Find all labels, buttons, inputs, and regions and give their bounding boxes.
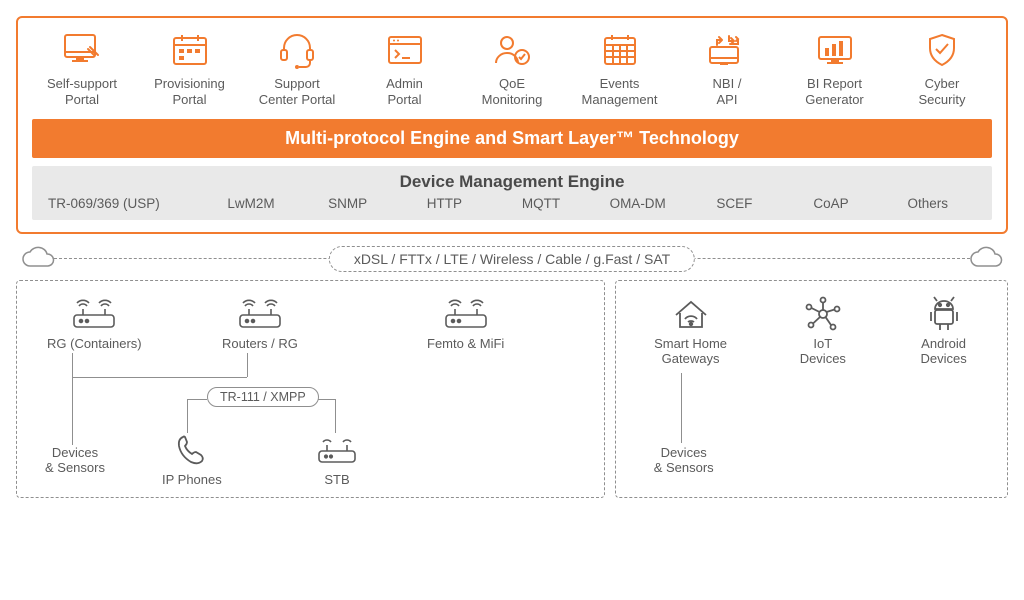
iot-icon — [798, 295, 848, 333]
protocol-item: OMA-DM — [589, 196, 686, 211]
monitor-touch-icon — [60, 30, 104, 70]
stb-icon — [312, 431, 362, 469]
device-label: Smart HomeGateways — [654, 336, 727, 367]
right-panel: Smart HomeGateways IoTDevices AndroidDev… — [615, 280, 1008, 498]
device-mgmt-title: Device Management Engine — [42, 172, 982, 192]
router-icon — [69, 295, 119, 333]
device-mgmt-bar: Device Management Engine TR-069/369 (USP… — [32, 166, 992, 220]
portal-label: QoEMonitoring — [482, 76, 543, 109]
protocol-row: TR-069/369 (USP) LwM2M SNMP HTTP MQTT OM… — [42, 196, 982, 211]
devices-sensors-label: Devices& Sensors — [654, 445, 714, 476]
portal-label: ProvisioningPortal — [154, 76, 225, 109]
portal-cyber-security: CyberSecurity — [892, 30, 992, 109]
router-icon — [235, 295, 285, 333]
connector — [72, 377, 247, 378]
device-label: IP Phones — [162, 472, 222, 488]
lower-section: RG (Containers) Routers / RG Femto & MiF… — [16, 280, 1008, 498]
device-label: IoTDevices — [800, 336, 846, 367]
portal-qoe: QoEMonitoring — [462, 30, 562, 109]
portal-label: Self-supportPortal — [47, 76, 117, 109]
portal-events: EventsManagement — [570, 30, 670, 109]
protocol-item: SCEF — [686, 196, 783, 211]
portal-label: EventsManagement — [582, 76, 658, 109]
connector — [681, 373, 682, 443]
device-femto-mifi: Femto & MiFi — [427, 295, 504, 352]
device-ip-phones: IP Phones — [162, 431, 222, 488]
calendar-grid-icon — [598, 30, 642, 70]
phone-icon — [167, 431, 217, 469]
portal-row: Self-supportPortal ProvisioningPortal Su… — [32, 30, 992, 109]
device-android: AndroidDevices — [919, 295, 969, 367]
device-stb: STB — [312, 431, 362, 488]
connector — [72, 353, 73, 445]
calendar-blocks-icon — [168, 30, 212, 70]
portal-bi-report: BI ReportGenerator — [785, 30, 885, 109]
devices-sensors-label: Devices& Sensors — [45, 445, 105, 476]
terminal-icon — [383, 30, 427, 70]
portal-self-support: Self-supportPortal — [32, 30, 132, 109]
device-label: Femto & MiFi — [427, 336, 504, 352]
protocol-item: MQTT — [493, 196, 590, 211]
bars-report-icon — [813, 30, 857, 70]
portal-provisioning: ProvisioningPortal — [140, 30, 240, 109]
connector — [247, 353, 248, 377]
device-iot: IoTDevices — [798, 295, 848, 367]
portal-label: NBI /API — [713, 76, 742, 109]
router-icon — [441, 295, 491, 333]
portal-support-center: SupportCenter Portal — [247, 30, 347, 109]
portal-label: BI ReportGenerator — [805, 76, 864, 109]
protocol-item: CoAP — [783, 196, 880, 211]
protocol-item: SNMP — [299, 196, 396, 211]
protocol-item: Others — [879, 196, 976, 211]
tr111-pill: TR-111 / XMPP — [207, 387, 319, 407]
device-label: AndroidDevices — [920, 336, 966, 367]
android-icon — [919, 295, 969, 333]
connector — [335, 399, 336, 433]
protocol-item: LwM2M — [203, 196, 300, 211]
architecture-top-box: Self-supportPortal ProvisioningPortal Su… — [16, 16, 1008, 234]
device-routers-rg: Routers / RG — [222, 295, 298, 352]
cloud-left-icon — [18, 246, 58, 277]
connector — [187, 399, 207, 400]
right-top-row: Smart HomeGateways IoTDevices AndroidDev… — [634, 295, 989, 367]
protocol-item: TR-069/369 (USP) — [48, 196, 203, 211]
portal-admin: AdminPortal — [355, 30, 455, 109]
portal-label: AdminPortal — [386, 76, 423, 109]
shield-check-icon — [920, 30, 964, 70]
device-rg-containers: RG (Containers) — [47, 295, 142, 352]
smart-home-icon — [666, 295, 716, 333]
connector — [187, 399, 188, 433]
portal-label: SupportCenter Portal — [259, 76, 336, 109]
network-row: xDSL / FTTx / LTE / Wireless / Cable / g… — [16, 240, 1008, 280]
network-pill: xDSL / FTTx / LTE / Wireless / Cable / g… — [329, 246, 695, 272]
device-smart-home: Smart HomeGateways — [654, 295, 727, 367]
device-label: RG (Containers) — [47, 336, 142, 352]
portal-label: CyberSecurity — [919, 76, 966, 109]
device-label: Routers / RG — [222, 336, 298, 352]
user-check-icon — [490, 30, 534, 70]
headset-icon — [275, 30, 319, 70]
left-panel: RG (Containers) Routers / RG Femto & MiF… — [16, 280, 605, 498]
cloud-right-icon — [966, 246, 1006, 277]
portal-nbi-api: NBI /API — [677, 30, 777, 109]
smart-layer-bar: Multi-protocol Engine and Smart Layer™ T… — [32, 119, 992, 158]
device-label: STB — [324, 472, 349, 488]
protocol-item: HTTP — [396, 196, 493, 211]
nbi-api-icon — [705, 30, 749, 70]
